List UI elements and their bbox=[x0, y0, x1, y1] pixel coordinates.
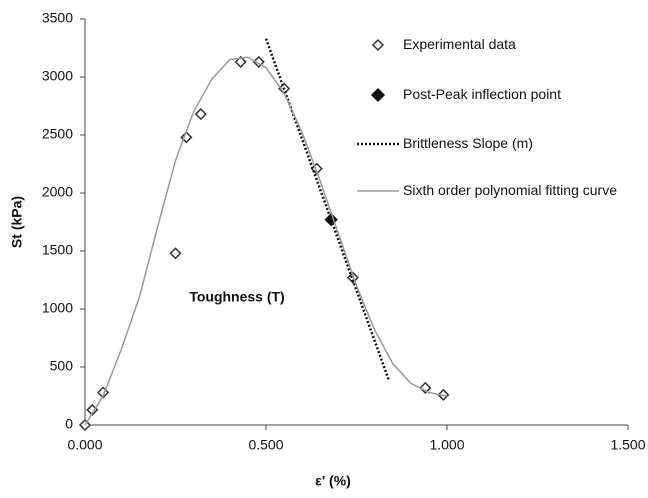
legend-label: Experimental data bbox=[403, 36, 516, 52]
annotation: Toughness (T) bbox=[189, 289, 284, 305]
x-tick-label: 0.500 bbox=[248, 437, 283, 453]
data-point bbox=[419, 381, 432, 394]
legend-icon bbox=[370, 87, 386, 103]
data-point bbox=[194, 108, 207, 121]
x-tick-label: 1.500 bbox=[610, 437, 645, 453]
y-tick-label: 3500 bbox=[42, 10, 73, 26]
y-tick-label: 1000 bbox=[42, 300, 73, 316]
data-point bbox=[234, 55, 247, 68]
legend-label: Brittleness Slope (m) bbox=[403, 135, 533, 151]
x-tick-label: 1.000 bbox=[429, 437, 464, 453]
data-point bbox=[169, 247, 182, 260]
legend-label: Post-Peak inflection point bbox=[403, 86, 561, 102]
y-tick-label: 2000 bbox=[42, 184, 73, 200]
y-tick-label: 0 bbox=[65, 416, 73, 432]
legend-icon bbox=[357, 190, 399, 192]
y-tick-label: 3000 bbox=[42, 68, 73, 84]
y-tick-label: 500 bbox=[50, 358, 74, 374]
legend-label: Sixth order polynomial fitting curve bbox=[403, 182, 617, 198]
legend-marker bbox=[370, 87, 386, 103]
data-point bbox=[346, 271, 359, 284]
legend-marker bbox=[371, 38, 385, 52]
legend-icon bbox=[357, 142, 399, 146]
slope-line bbox=[264, 38, 391, 382]
y-tick-label: 1500 bbox=[42, 242, 73, 258]
legend-icon bbox=[371, 38, 385, 52]
x-tick-label: 0.000 bbox=[67, 437, 102, 453]
fit-curve bbox=[84, 56, 448, 426]
x-axis-label: ε' (%) bbox=[315, 473, 351, 489]
y-tick-label: 2500 bbox=[42, 126, 73, 142]
y-axis-label: St (kPa) bbox=[9, 196, 25, 248]
